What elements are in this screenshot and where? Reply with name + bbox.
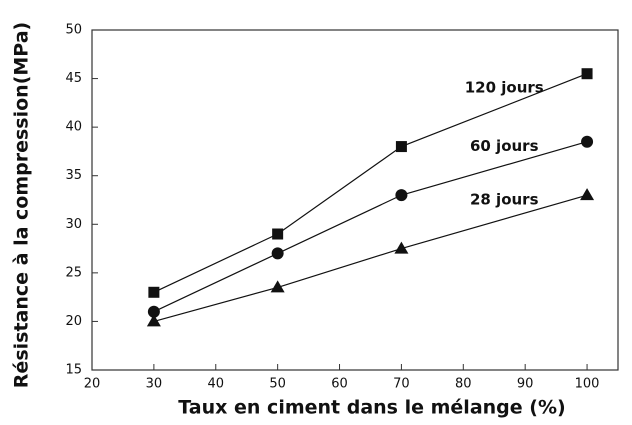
series-label: 28 jours [470, 190, 539, 208]
y-tick-label: 15 [65, 363, 82, 378]
marker [146, 314, 161, 327]
x-tick-label: 40 [207, 377, 224, 392]
series-label: 120 jours [465, 79, 544, 97]
marker [581, 135, 594, 148]
x-axis-label: Taux en ciment dans le mélange (%) [178, 397, 565, 419]
x-tick-label: 50 [269, 377, 286, 392]
marker [394, 241, 409, 254]
x-tick-label: 30 [146, 377, 163, 392]
marker [148, 286, 160, 298]
marker [271, 247, 284, 260]
x-tick-label: 60 [331, 377, 348, 392]
x-tick-label: 80 [455, 377, 472, 392]
y-tick-label: 35 [65, 168, 82, 183]
series-line [153, 194, 588, 323]
y-tick-label: 50 [65, 23, 82, 38]
series-line [153, 141, 588, 313]
marker [272, 228, 284, 240]
plot-frame [91, 29, 619, 371]
y-axis-label: Résistance à la compression(MPa) [11, 22, 33, 388]
y-tick-label: 30 [65, 217, 82, 232]
series-label: 60 jours [470, 137, 539, 155]
x-tick-label: 90 [517, 377, 534, 392]
y-tick-label: 25 [65, 265, 82, 280]
x-tick-label: 100 [575, 377, 600, 392]
marker [395, 141, 407, 153]
marker [270, 280, 285, 293]
marker [147, 305, 160, 318]
y-tick-label: 45 [65, 71, 82, 86]
y-tick-label: 20 [65, 314, 82, 329]
y-tick-label: 40 [65, 120, 82, 135]
marker [580, 188, 595, 201]
series-line [153, 73, 588, 293]
marker [395, 189, 408, 202]
marker [581, 68, 593, 80]
x-tick-label: 70 [393, 377, 410, 392]
x-tick-label: 20 [84, 377, 101, 392]
